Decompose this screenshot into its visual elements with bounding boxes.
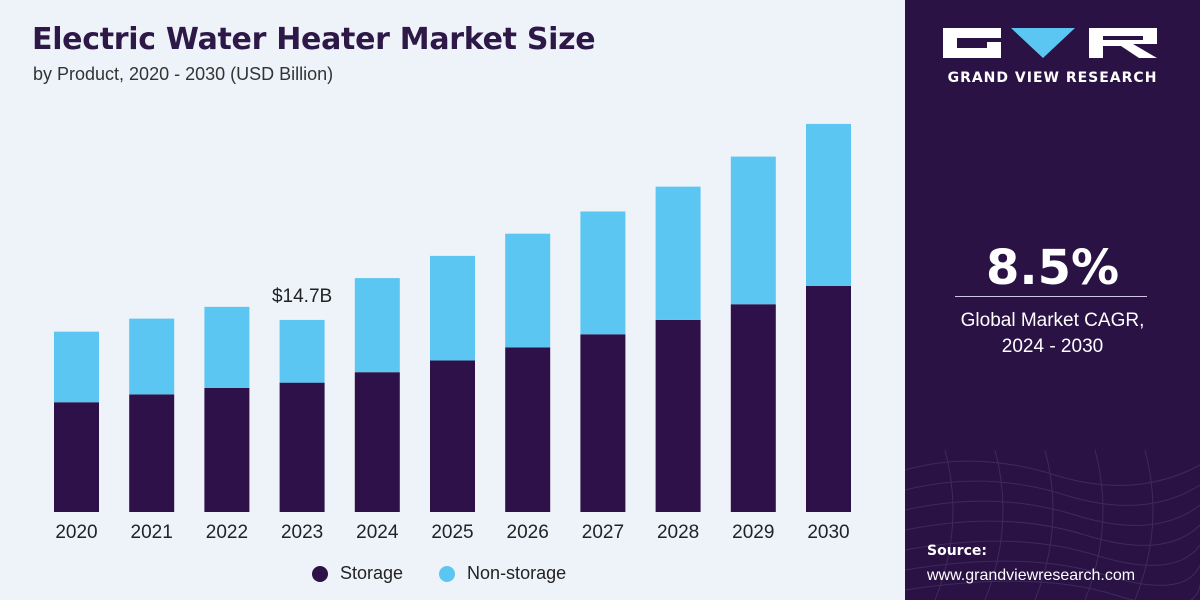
legend-item-non-storage: Non-storage (439, 563, 566, 584)
wave-pattern (905, 450, 1200, 600)
bar-storage-2026 (505, 347, 551, 512)
side-panel: GRAND VIEW RESEARCH 8.5% Global Market C… (905, 0, 1200, 600)
bar-storage-2023 (279, 382, 325, 512)
bar-storage-2027 (580, 334, 626, 512)
bar-non-storage-2025 (430, 255, 475, 361)
bar-storage-2025 (430, 360, 475, 512)
x-tick-label: 2025 (431, 522, 473, 543)
source-url[interactable]: www.grandviewresearch.com (927, 567, 1136, 584)
x-tick-label: 2024 (356, 522, 399, 543)
cagr-divider (955, 296, 1147, 297)
x-tick-label: 2029 (732, 522, 774, 543)
bar-non-storage-2029 (730, 156, 776, 305)
cagr-label-line1: Global Market CAGR, (960, 310, 1145, 331)
legend-dot-non-storage (439, 565, 456, 582)
chart-title: Electric Water Heater Market Size (32, 22, 596, 57)
legend-label-non-storage: Non-storage (467, 563, 567, 583)
bar-storage-2022 (204, 387, 250, 512)
x-tick-label: 2023 (281, 522, 323, 543)
cagr-label-line2: 2024 - 2030 (1001, 336, 1104, 357)
chart-subtitle: by Product, 2020 - 2030 (USD Billion) (33, 64, 334, 84)
legend-dot-storage (312, 565, 328, 582)
source-label: Source: (927, 543, 987, 559)
bar-non-storage-2020 (54, 331, 99, 403)
cagr-value: 8.5% (985, 240, 1120, 296)
bar-non-storage-2026 (505, 233, 551, 348)
legend: Storage Non-storage (312, 563, 602, 584)
bar-non-storage-2021 (129, 318, 175, 395)
bar-non-storage-2022 (204, 306, 250, 388)
bar-chart: 2020 2021 2022 2023 $14.7B 2024 2025 2026 2027 20… (54, 123, 851, 543)
bar-non-storage-2028 (655, 186, 701, 320)
x-tick-label: 2028 (657, 522, 699, 543)
data-label-2023: $14.7B (272, 286, 332, 307)
bar-storage-2024 (354, 372, 400, 512)
bar-storage-2020 (54, 402, 99, 512)
brand-name: GRAND VIEW RESEARCH (947, 70, 1158, 86)
legend-label-storage: Storage (340, 563, 404, 583)
bar-non-storage-2030 (806, 123, 851, 286)
x-tick-label: 2022 (206, 522, 248, 543)
bar-non-storage-2027 (580, 211, 626, 335)
bar-non-storage-2024 (354, 278, 400, 373)
cagr-label: Global Market CAGR, 2024 - 2030 (905, 308, 1200, 360)
x-tick-label: 2027 (582, 522, 624, 543)
bar-storage-2021 (129, 394, 175, 512)
chart-panel: Electric Water Heater Market Size by Pro… (32, 22, 851, 584)
legend-item-storage: Storage (312, 563, 403, 584)
bar-storage-2028 (655, 319, 701, 512)
bar-storage-2029 (730, 304, 776, 512)
x-tick-label: 2021 (131, 522, 173, 543)
bar-non-storage-2023 (279, 319, 325, 383)
bar-storage-2030 (806, 285, 851, 512)
x-tick-label: 2020 (55, 522, 97, 543)
x-tick-label: 2030 (807, 522, 849, 543)
gvr-logo (943, 28, 1157, 58)
x-tick-label: 2026 (507, 522, 549, 543)
